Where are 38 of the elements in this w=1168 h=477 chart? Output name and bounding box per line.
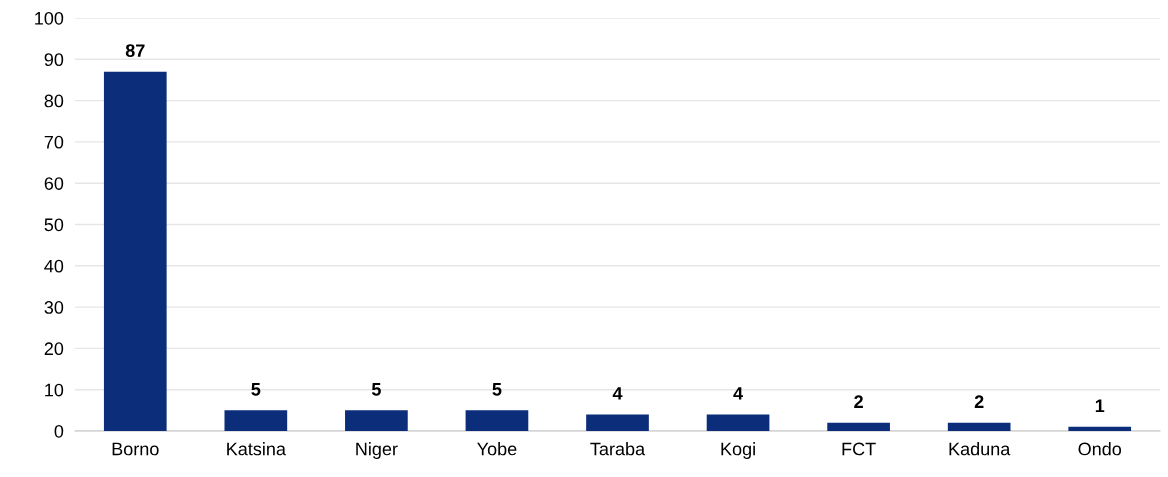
y-tick-label: 20 xyxy=(44,342,64,356)
bar xyxy=(1068,426,1132,431)
data-label: 2 xyxy=(974,395,984,408)
y-tick-label: 80 xyxy=(44,94,64,108)
y-tick-label: 70 xyxy=(44,135,64,149)
data-label: 5 xyxy=(492,383,502,396)
data-label: 87 xyxy=(125,44,145,58)
x-tick-label: Yobe xyxy=(477,442,517,456)
x-tick-label: FCT xyxy=(842,442,876,456)
bar xyxy=(827,422,890,431)
x-tick-label: Kogi xyxy=(721,442,755,459)
y-tick-label: 40 xyxy=(44,259,64,273)
bar xyxy=(706,414,770,431)
bar xyxy=(103,71,167,431)
bar xyxy=(345,410,408,431)
data-label: 4 xyxy=(733,387,743,400)
y-tick-label: 90 xyxy=(44,53,64,67)
data-label: 1 xyxy=(1095,399,1105,413)
y-tick-label: 100 xyxy=(35,11,64,25)
x-tick-label: Ondo xyxy=(1078,442,1122,456)
data-label: 5 xyxy=(371,383,381,396)
y-tick-label: 10 xyxy=(45,383,64,397)
y-tick-label: 60 xyxy=(44,177,64,190)
bar xyxy=(586,414,649,431)
x-tick-label: Kaduna xyxy=(949,442,1011,456)
y-tick-label: 50 xyxy=(44,218,64,232)
bar xyxy=(465,410,529,431)
x-tick-label: Borno xyxy=(112,442,159,456)
bar xyxy=(224,410,288,431)
x-tick-label: Niger xyxy=(356,442,398,459)
data-label: 5 xyxy=(251,383,261,396)
bar xyxy=(947,422,1011,431)
y-tick-label: 30 xyxy=(44,301,64,314)
x-tick-label: Katsina xyxy=(227,442,286,456)
x-tick-label: Taraba xyxy=(590,442,646,456)
y-tick-label: 0 xyxy=(54,424,64,438)
data-label: 2 xyxy=(854,395,863,408)
data-label: 4 xyxy=(612,387,623,400)
